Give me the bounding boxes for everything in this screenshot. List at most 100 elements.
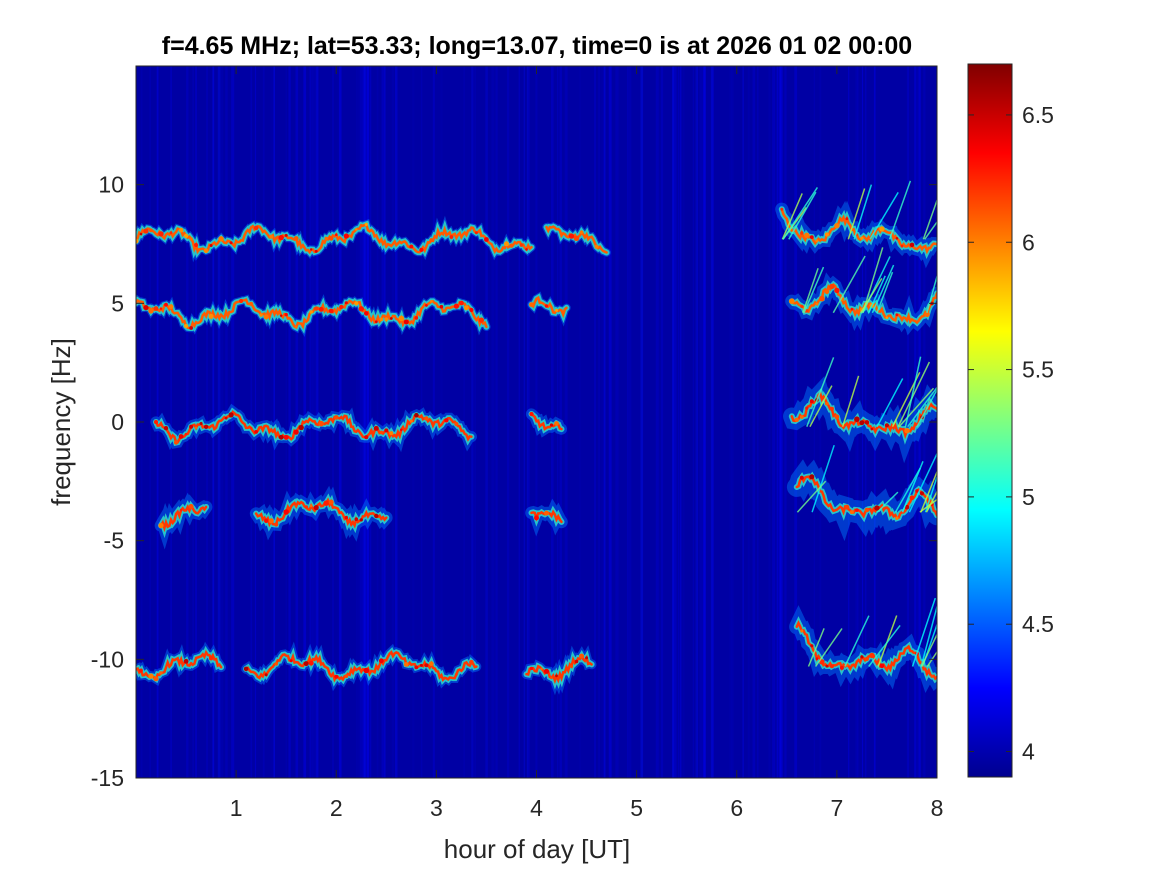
trace-spike [782, 186, 819, 240]
noise-stripe [250, 66, 253, 778]
trace-peak-point [303, 661, 309, 667]
trace-peak-point [854, 416, 860, 423]
trace-peak-point [228, 412, 234, 418]
trace-peak-point [540, 667, 543, 671]
noise-stripe [772, 66, 775, 778]
noise-stripe [231, 66, 235, 778]
noise-stripe [149, 66, 151, 778]
trace-peak-point [183, 658, 189, 664]
trace-peak-point [203, 248, 209, 253]
trace-peak-point [268, 518, 274, 524]
trace-peak-point [464, 305, 469, 311]
trace-core [244, 650, 478, 683]
noise-stripe [339, 66, 341, 778]
trace-peak-point [184, 233, 189, 238]
x-axis-label: hour of day [UT] [444, 834, 630, 864]
y-axis-label: frequency [Hz] [46, 338, 76, 506]
noise-stripe [366, 66, 370, 778]
trace-peak-point [579, 653, 585, 659]
noise-stripe [192, 66, 194, 778]
trace-peak-point [379, 317, 384, 322]
colorbar-tick-label: 6 [1022, 229, 1035, 255]
trace-peak-point [573, 235, 580, 241]
trace-peak-point [809, 399, 814, 404]
trace-peak-point [163, 426, 169, 431]
noise-stripe [730, 66, 734, 778]
trace-peak-point [478, 317, 484, 323]
trace-peak-point [269, 234, 274, 239]
trace-peak-point [143, 305, 149, 311]
trace-peak-point [849, 510, 854, 515]
noise-stripe [780, 66, 782, 778]
trace-peak-point [229, 241, 233, 245]
trace-core [159, 504, 208, 533]
trace-peak-point [430, 300, 433, 303]
noise-stripe [703, 66, 706, 778]
noise-stripe [376, 66, 379, 778]
trace-peak-point [884, 423, 890, 428]
trace-peak-point [459, 300, 464, 306]
noise-stripe [186, 66, 189, 778]
trace-peak-point [293, 236, 299, 241]
trace-peak-point [800, 231, 804, 235]
trace-peak-point [374, 320, 378, 324]
trace-peak-point [304, 505, 309, 509]
trace-peak-point [569, 664, 574, 668]
trace-peak-point [800, 629, 804, 633]
trace-peak-point [384, 317, 389, 322]
trace-peak-point [389, 431, 394, 436]
noise-stripe [358, 66, 360, 778]
trace-peak-point [825, 664, 829, 668]
x-tick-label: 7 [830, 795, 843, 821]
trace-peak-point [809, 474, 815, 480]
noise-stripe [680, 66, 682, 778]
colorbar-frame [967, 63, 1013, 778]
trace-peak-point [834, 287, 840, 294]
trace-peak-point [850, 307, 854, 311]
trace-spike [897, 361, 931, 428]
trace-peak-point [850, 664, 854, 667]
trace-peak-point [249, 301, 254, 306]
trace-spike [916, 388, 937, 428]
trace-peak-point [263, 314, 269, 320]
trace-peak-point [534, 515, 539, 521]
trace-peak-point [864, 507, 870, 513]
trace-spike [806, 357, 835, 427]
trace-spike [898, 387, 935, 428]
trace-peak-point [284, 233, 288, 237]
noise-stripe [490, 66, 494, 778]
noise-stripe [923, 66, 926, 778]
trace-peak-point [424, 416, 429, 421]
trace-peak-point [318, 306, 324, 312]
noise-stripe [757, 66, 759, 778]
trace-spike [907, 386, 937, 428]
trace-peak-point [278, 434, 284, 440]
trace-core [530, 295, 568, 319]
trace-peak-point [239, 298, 244, 304]
trace-peak-point [339, 304, 344, 310]
noise-stripe [579, 66, 581, 778]
trace-peak-point [819, 295, 825, 302]
plot-area [135, 65, 938, 779]
trace-peak-point [864, 420, 870, 425]
trace-peak-point [909, 242, 915, 248]
trace-peak-point [218, 236, 224, 242]
x-tick-label: 5 [630, 795, 643, 821]
noise-stripe [362, 66, 366, 778]
noise-stripe [603, 66, 606, 778]
noise-stripe [680, 66, 681, 778]
trace-peak-point [354, 517, 359, 521]
noise-stripe [366, 66, 369, 778]
noise-stripe [711, 66, 714, 778]
trace-peak-point [915, 489, 919, 493]
trace-peak-point [208, 656, 214, 661]
trace-peak-point [870, 427, 874, 431]
trace-peak-point [829, 283, 835, 290]
trace-peak-point [280, 314, 283, 317]
noise-stripe [601, 66, 605, 778]
trace-peak-point [403, 662, 409, 667]
trace-peak-point [930, 404, 934, 408]
trace-peak-point [344, 515, 348, 520]
x-tick-label: 1 [230, 795, 243, 821]
